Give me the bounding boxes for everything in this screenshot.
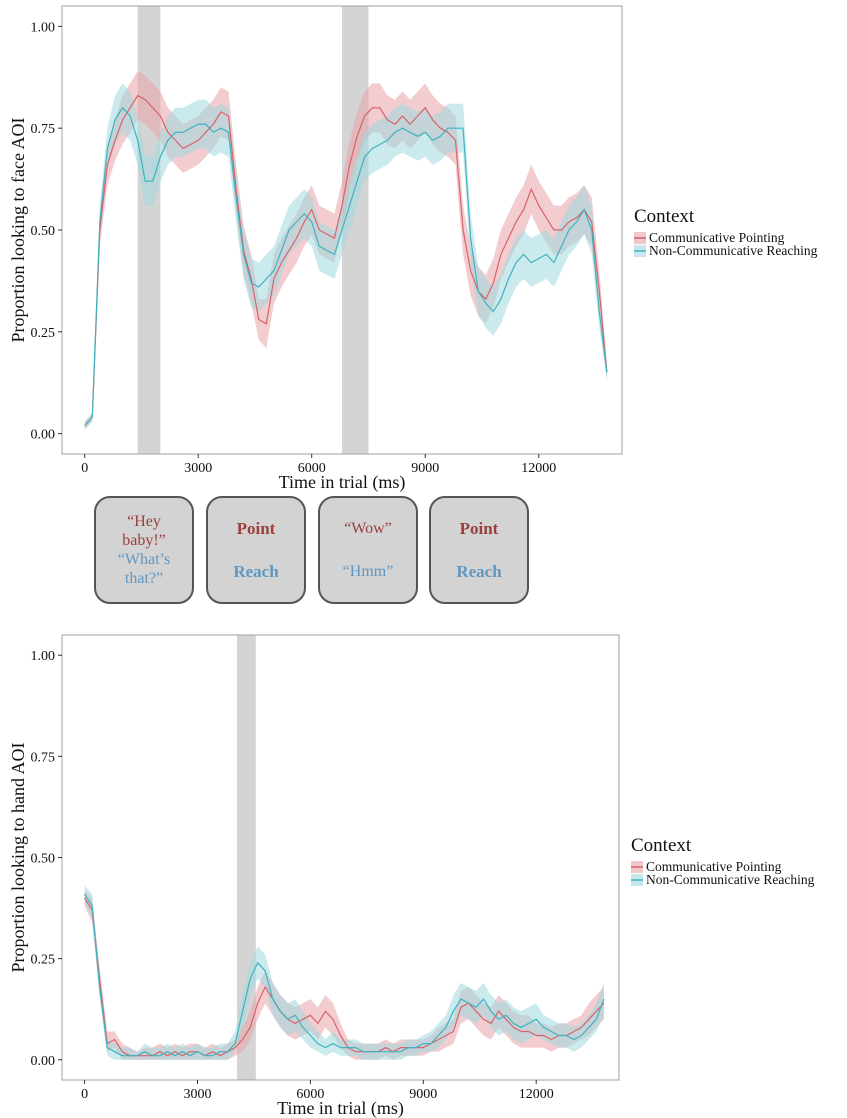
face-ytick-label-3: 0.75	[31, 122, 56, 137]
face-xtick-label-2: 6000	[298, 461, 326, 476]
cue-action-1-communicative: Point	[236, 519, 276, 538]
hand-y-axis-label: Proportion looking to hand AOI	[8, 743, 28, 973]
hand-x-axis-label: Time in trial (ms)	[277, 1098, 404, 1118]
hand-legend-title: Context	[631, 835, 692, 856]
hand-xtick-label-4: 12000	[519, 1087, 554, 1102]
face-ytick-label-4: 1.00	[31, 20, 56, 35]
cue-boxes-row: “Hey baby!” “What’s that?” Point Reach “…	[94, 496, 534, 606]
face-ytick-label-0: 0.00	[31, 428, 56, 443]
face-xtick-label-1: 3000	[184, 461, 212, 476]
face-ribbon-series-1	[84, 83, 607, 430]
hand-line-series-1	[84, 893, 605, 1057]
hand-xtick-label-0: 0	[81, 1087, 88, 1102]
cue-greeting-communicative: “Hey baby!”	[122, 513, 166, 549]
face-y-axis-label: Proportion looking to face AOI	[8, 118, 28, 343]
cue-box-action-1: Point Reach	[206, 496, 306, 604]
cue-box-action-2: Point Reach	[429, 496, 529, 604]
hand-plot-area	[62, 635, 619, 1080]
cue-exclamation-noncommunicative: “Hmm”	[342, 563, 394, 580]
cue-box-greeting: “Hey baby!” “What’s that?”	[94, 496, 194, 604]
cue-greeting-noncommunicative: “What’s that?”	[117, 551, 171, 587]
cue-exclamation-communicative: “Wow”	[344, 520, 392, 537]
hand-ytick-label-0: 0.00	[31, 1054, 56, 1069]
face-x-axis-label: Time in trial (ms)	[279, 472, 406, 493]
face-aoi-chart: 0.00 0.25 0.50 0.75 1.00 0 3000 6000 9000 12000 Ti…	[8, 5, 818, 493]
hand-xtick-label-1: 3000	[183, 1087, 211, 1102]
hand-ytick-label-1: 0.25	[31, 953, 56, 968]
face-legend-label-0: Communicative Pointing	[649, 230, 785, 245]
cue-action-2-communicative: Point	[459, 519, 499, 538]
face-legend-label-1: Non-Communicative Reaching	[649, 243, 818, 258]
hand-ytick-label-2: 0.50	[31, 852, 56, 867]
hand-xtick-label-3: 9000	[409, 1087, 437, 1102]
hand-legend-label-1: Non-Communicative Reaching	[646, 872, 815, 887]
hand-aoi-chart: 0.00 0.25 0.50 0.75 1.00 0 3000 6000 9000 12000 Ti…	[8, 634, 815, 1118]
face-legend-title: Context	[634, 206, 695, 227]
hand-legend-label-0: Communicative Pointing	[646, 859, 782, 874]
hand-ytick-label-3: 0.75	[31, 750, 56, 765]
face-ytick-label-2: 0.50	[31, 224, 56, 239]
face-ytick-label-1: 0.25	[31, 326, 56, 341]
cue-box-exclamation: “Wow” “Hmm”	[318, 496, 418, 604]
face-xtick-label-3: 9000	[411, 461, 439, 476]
hand-ytick-label-4: 1.00	[31, 649, 56, 664]
cue-action-1-noncommunicative: Reach	[233, 562, 279, 581]
face-line-series-1	[84, 106, 608, 426]
hand-ribbon-series-1	[84, 885, 604, 1060]
face-xtick-label-4: 12000	[521, 461, 556, 476]
hand-xtick-label-2: 6000	[296, 1087, 324, 1102]
cue-action-2-noncommunicative: Reach	[456, 562, 502, 581]
face-xtick-label-0: 0	[81, 461, 88, 476]
